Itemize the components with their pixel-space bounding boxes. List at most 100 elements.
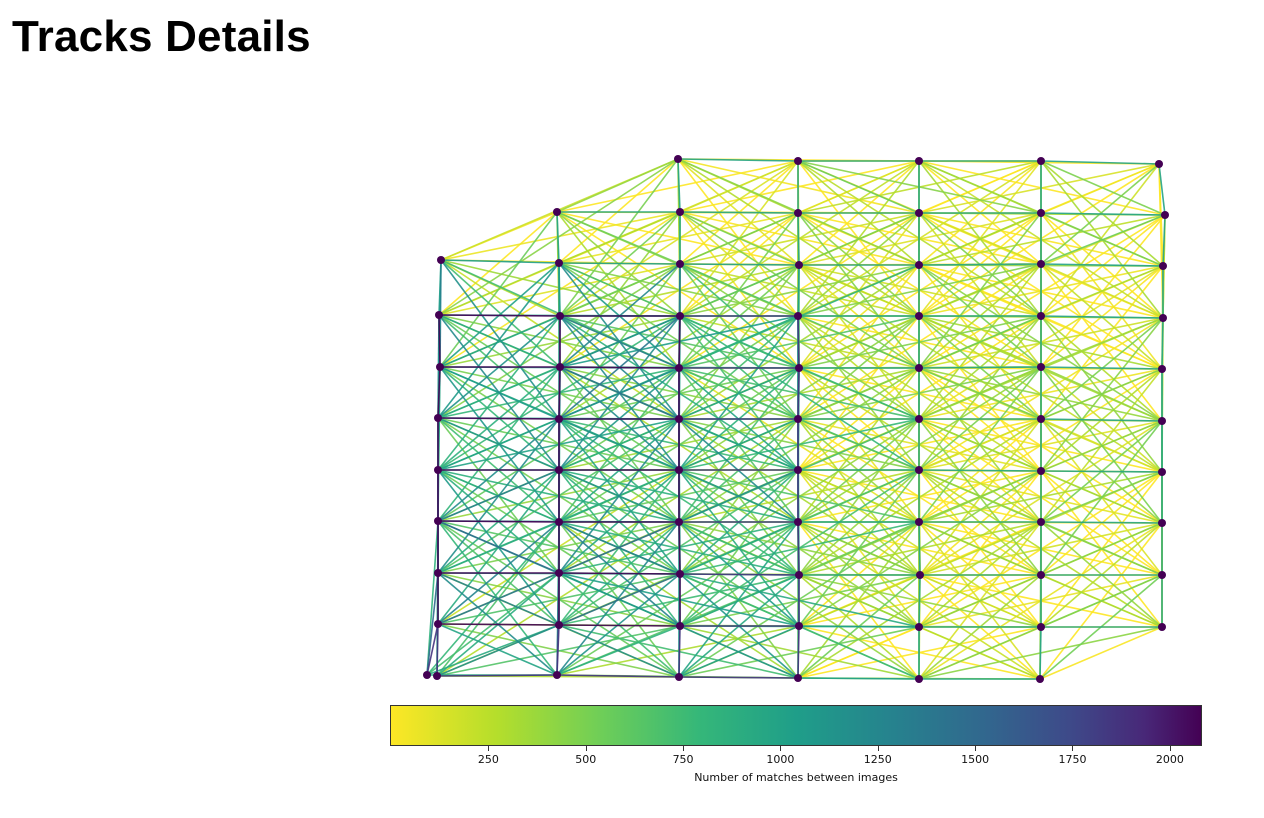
image-node: [433, 672, 441, 680]
match-edge: [436, 674, 558, 677]
image-node: [1158, 365, 1166, 373]
match-edge: [1040, 212, 1166, 216]
colorbar-tick: [585, 746, 587, 751]
graph-edges: [426, 158, 1166, 680]
match-edge: [678, 315, 799, 471]
match-edge: [558, 624, 681, 627]
match-edge: [918, 163, 1160, 214]
match-edge: [556, 160, 799, 213]
match-edge: [918, 315, 1042, 369]
image-node: [795, 261, 803, 269]
colorbar-tick-label: 250: [477, 753, 499, 766]
match-edge: [556, 624, 560, 676]
colorbar: 250 500 750 1000 1250 1500 1750 2000 Number of …: [390, 705, 1202, 784]
match-edge: [1040, 214, 1166, 265]
match-edge: [558, 418, 680, 471]
match-edge: [918, 366, 1042, 369]
match-edge: [918, 214, 1166, 266]
image-node: [556, 312, 564, 320]
graph-nodes: [423, 155, 1169, 683]
match-edge: [678, 521, 799, 678]
match-edge: [678, 625, 681, 678]
image-node: [434, 414, 442, 422]
image-node: [916, 571, 924, 579]
match-edge: [440, 259, 560, 264]
image-node: [1037, 260, 1045, 268]
image-node: [1037, 518, 1045, 526]
match-edge: [558, 158, 679, 264]
match-edge: [678, 469, 799, 523]
match-edge: [558, 262, 799, 317]
match-edge: [797, 521, 800, 576]
match-edge: [797, 315, 800, 369]
match-edge: [556, 521, 680, 676]
match-edge: [918, 212, 1042, 369]
match-edge: [797, 625, 800, 679]
colorbar-tick-label: 1750: [1058, 753, 1087, 766]
image-node: [434, 620, 442, 628]
image-node: [555, 569, 563, 577]
image-node: [435, 311, 443, 319]
image-node: [1037, 363, 1045, 371]
colorbar-tick: [1169, 746, 1171, 751]
match-edge: [426, 521, 560, 676]
match-edge: [426, 623, 439, 676]
image-node: [555, 415, 563, 423]
image-node: [795, 364, 803, 372]
match-edge: [437, 623, 560, 626]
image-node: [915, 312, 923, 320]
image-node: [915, 415, 923, 423]
image-node: [423, 671, 431, 679]
image-node: [436, 363, 444, 371]
image-node: [794, 209, 802, 217]
match-edge: [556, 158, 679, 213]
match-edge: [679, 573, 800, 576]
match-edge: [1040, 418, 1163, 422]
match-edge: [679, 521, 799, 575]
match-edge: [558, 366, 561, 420]
image-node: [915, 466, 923, 474]
colorbar-tick-label: 1500: [961, 753, 990, 766]
match-edge: [797, 212, 800, 266]
match-edge: [798, 418, 920, 576]
image-node: [1037, 157, 1045, 165]
image-node: [1158, 519, 1166, 527]
match-edge: [798, 418, 1042, 576]
image-node: [1037, 467, 1045, 475]
image-node: [676, 260, 684, 268]
match-edge: [438, 314, 560, 471]
image-node: [915, 675, 923, 683]
match-edge: [558, 573, 681, 626]
match-edge: [678, 315, 681, 369]
match-edge: [918, 367, 1042, 420]
image-node: [676, 312, 684, 320]
image-node: [794, 157, 802, 165]
colorbar-tick-label: 500: [575, 753, 597, 766]
match-edge: [797, 677, 920, 680]
match-edge: [556, 573, 681, 676]
match-edge: [918, 366, 1042, 523]
image-node: [1158, 468, 1166, 476]
match-edge: [678, 676, 799, 679]
match-edge: [559, 366, 680, 369]
match-edge: [798, 315, 1042, 369]
image-node: [434, 466, 442, 474]
match-edge: [558, 418, 680, 574]
match-edge: [556, 674, 680, 678]
match-edge: [1039, 626, 1042, 680]
match-edge: [797, 264, 800, 317]
image-node: [1037, 415, 1045, 423]
match-edge: [437, 469, 560, 522]
image-node: [915, 364, 923, 372]
colorbar-tick: [488, 746, 490, 751]
match-edge: [918, 469, 1042, 472]
image-node: [1036, 675, 1044, 683]
match-edge: [437, 417, 560, 420]
match-edge: [918, 263, 1042, 266]
image-node: [1037, 571, 1045, 579]
match-edge: [437, 520, 560, 523]
match-edge: [438, 314, 441, 368]
image-node: [675, 364, 683, 372]
match-edge: [438, 314, 561, 317]
colorbar-tick: [780, 746, 782, 751]
